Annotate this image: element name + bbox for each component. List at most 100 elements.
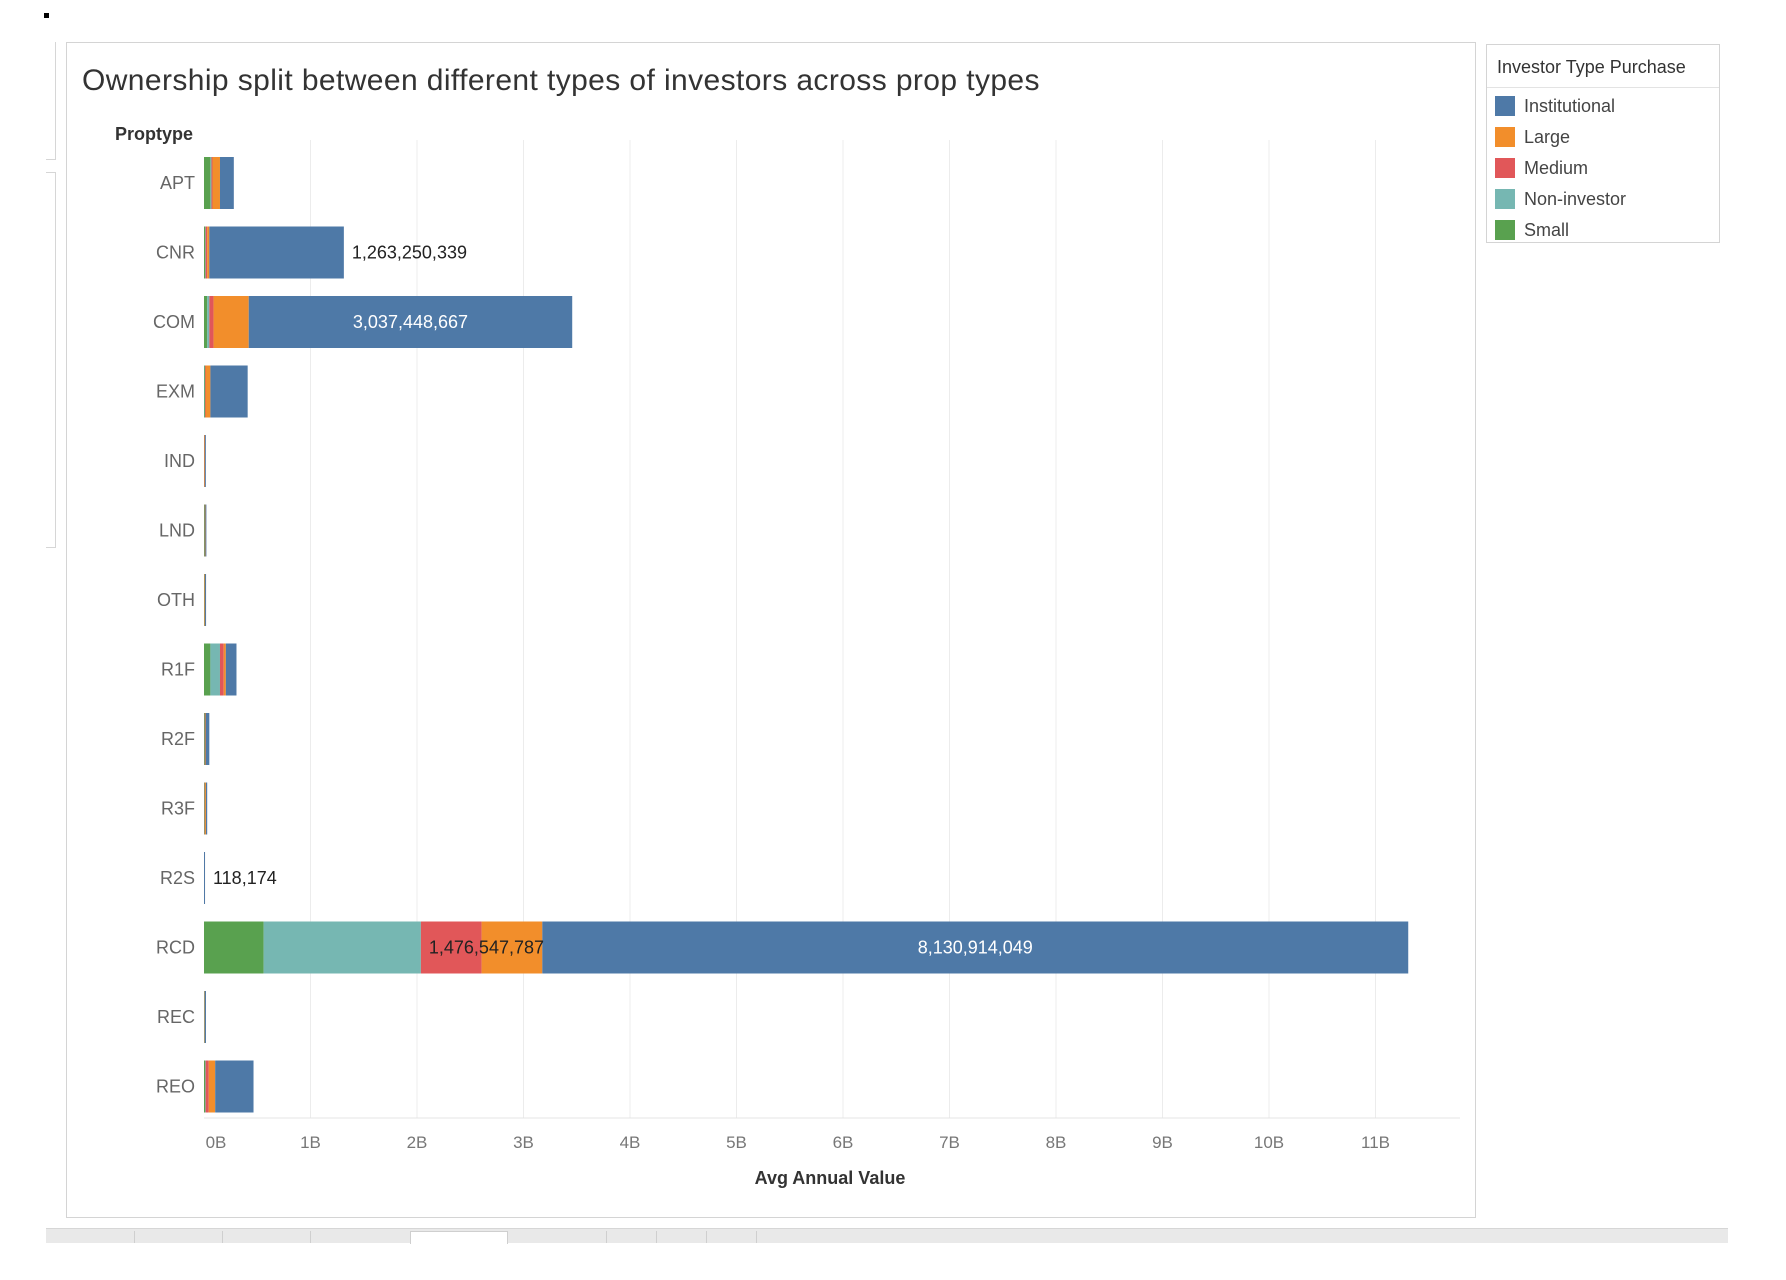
- bar-segment: [207, 226, 210, 279]
- bar-segment: [205, 365, 207, 418]
- bar-segment: [204, 713, 205, 765]
- legend-item-non-investor[interactable]: Non-investor: [1495, 188, 1626, 210]
- bar-segment: [205, 1060, 207, 1113]
- bar-segment: [225, 643, 237, 696]
- legend-item-institutional[interactable]: Institutional: [1495, 95, 1615, 117]
- bar-segment: [204, 574, 206, 626]
- category-label: CNR: [156, 243, 195, 263]
- bar-segment: [205, 226, 208, 279]
- legend-divider: [1487, 87, 1719, 88]
- bar-segment: [219, 157, 234, 209]
- bar-segment: [205, 226, 207, 279]
- new-sheet-icon[interactable]: [656, 1231, 657, 1243]
- bar-segment: [204, 365, 206, 418]
- bar-segment: [204, 921, 264, 974]
- legend-label-non-investor: Non-investor: [1524, 188, 1627, 209]
- bar-segment: [204, 157, 211, 209]
- bar-segment: [263, 921, 421, 974]
- sheet-tab[interactable]: [222, 1231, 223, 1243]
- sheet-tab-active[interactable]: [410, 1231, 508, 1244]
- bar-segment: [219, 643, 224, 696]
- x-tick-label: 0B: [206, 1133, 227, 1152]
- legend-title: Investor Type Purchase: [1497, 57, 1686, 77]
- bar-segment: [205, 782, 208, 835]
- bar-segment: [205, 504, 207, 557]
- row-header-proptype: Proptype: [115, 124, 194, 144]
- bar-segment: [209, 226, 344, 279]
- bar-segment: [204, 643, 211, 696]
- category-label: APT: [160, 173, 195, 193]
- bar-segment: [205, 365, 211, 418]
- data-label: 8,130,914,049: [918, 938, 1033, 958]
- sheet-tab[interactable]: [606, 1231, 607, 1243]
- x-axis-title: Avg Annual Value: [755, 1168, 906, 1188]
- legend[interactable]: Investor Type Purchase Institutional Lar…: [1486, 44, 1720, 243]
- data-label: 1,476,547,787: [429, 938, 544, 958]
- bar-segment: [210, 157, 212, 209]
- legend-label-small: Small: [1524, 219, 1570, 240]
- x-tick-label: 5B: [726, 1133, 747, 1152]
- category-label: REC: [157, 1007, 195, 1027]
- bar-segment: [204, 365, 205, 418]
- new-dashboard-icon[interactable]: [706, 1231, 707, 1243]
- bar-segment: [212, 157, 220, 209]
- bar-segment: [208, 1060, 216, 1113]
- bar-segment: [420, 921, 482, 974]
- bar-segment: [204, 504, 205, 557]
- legend-label-large: Large: [1524, 126, 1571, 147]
- x-tick-label: 10B: [1254, 1133, 1284, 1152]
- bar-segment: [204, 852, 206, 904]
- corner-dot: [44, 13, 49, 18]
- bar-segment: [205, 574, 207, 626]
- category-label: R3F: [161, 799, 195, 819]
- category-label: R2S: [160, 868, 195, 888]
- bar-segment: [211, 157, 213, 209]
- category-label: EXM: [156, 382, 195, 402]
- sheet-tab[interactable]: [310, 1231, 311, 1243]
- legend-item-medium[interactable]: Medium: [1495, 157, 1588, 179]
- category-label: OTH: [157, 590, 195, 610]
- category-label: R1F: [161, 660, 195, 680]
- x-tick-label: 7B: [939, 1133, 960, 1152]
- legend-item-small[interactable]: Small: [1495, 219, 1569, 241]
- chart-title: Ownership split between different types …: [82, 64, 1040, 97]
- bar-segment: [205, 713, 210, 765]
- x-tick-label: 4B: [620, 1133, 641, 1152]
- bar-segment: [204, 991, 206, 1043]
- bar-segment: [481, 921, 543, 974]
- category-label: REO: [156, 1077, 195, 1097]
- bar-segment: [204, 782, 206, 835]
- data-label: 3,037,448,667: [353, 312, 468, 332]
- x-tick-label: 8B: [1046, 1133, 1067, 1152]
- legend-swatch-medium: [1495, 158, 1515, 178]
- legend-swatch-large: [1495, 127, 1515, 147]
- bar-segment: [204, 1060, 206, 1113]
- category-label: IND: [164, 451, 195, 471]
- legend-item-large[interactable]: Large: [1495, 126, 1570, 148]
- category-label: LND: [159, 521, 195, 541]
- bar-segment: [210, 365, 248, 418]
- bar-segment: [205, 1060, 209, 1113]
- category-label: COM: [153, 312, 195, 332]
- sheet-tab[interactable]: [134, 1231, 135, 1243]
- legend-swatch-institutional: [1495, 96, 1515, 116]
- category-label: R2F: [161, 729, 195, 749]
- x-tick-label: 9B: [1152, 1133, 1173, 1152]
- legend-label-medium: Medium: [1524, 157, 1589, 178]
- bar-segment: [204, 435, 206, 487]
- legend-swatch-small: [1495, 220, 1515, 240]
- bar-segment: [215, 1060, 254, 1113]
- new-story-icon[interactable]: [756, 1231, 757, 1243]
- bar-segment: [248, 296, 573, 348]
- bar-segment: [209, 296, 214, 348]
- bar-segment: [204, 435, 206, 487]
- bar-segment: [223, 643, 226, 696]
- data-label: 1,263,250,339: [352, 243, 467, 263]
- x-tick-label: 2B: [407, 1133, 428, 1152]
- x-tick-label: 6B: [833, 1133, 854, 1152]
- bar-segment: [542, 921, 1409, 974]
- x-tick-label: 1B: [300, 1133, 321, 1152]
- left-pane-collapsed[interactable]: [46, 172, 56, 548]
- bar-segment: [213, 296, 249, 348]
